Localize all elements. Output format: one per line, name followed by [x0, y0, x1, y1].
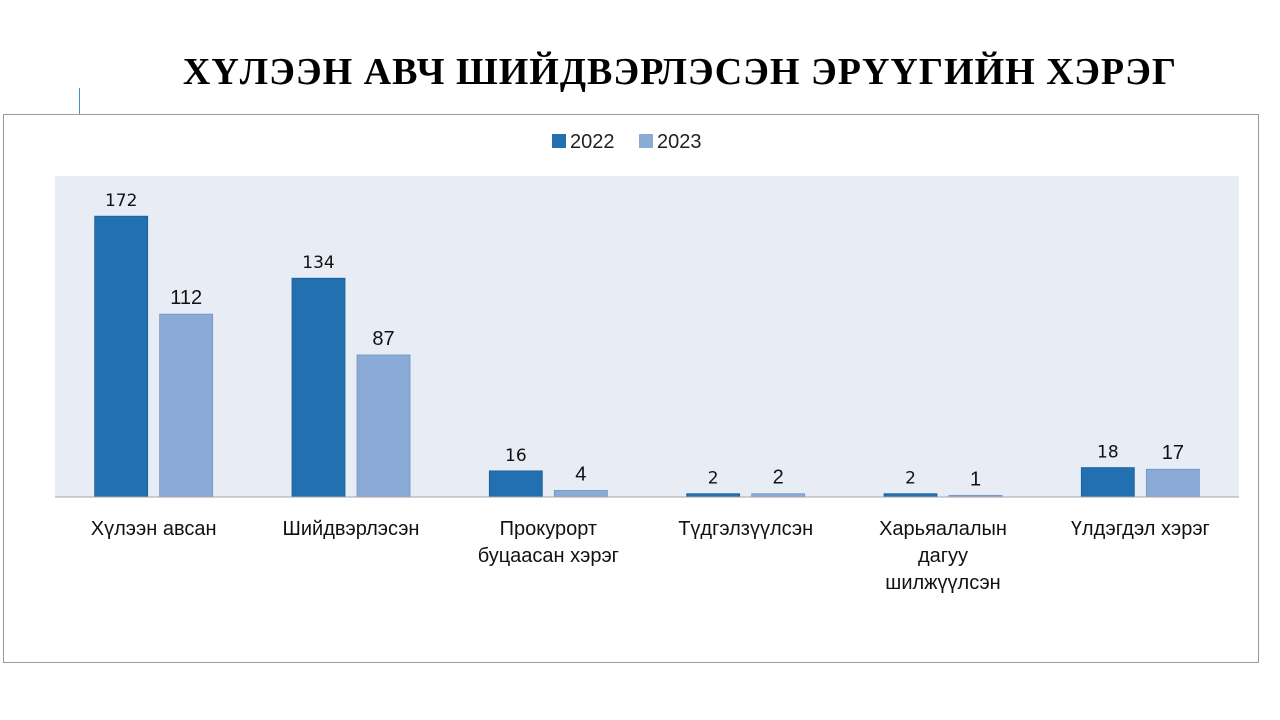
bar-2022-0 — [94, 215, 149, 498]
bar-2023-0 — [159, 313, 214, 498]
category-label-0-0: Хүлээн авсан — [91, 518, 217, 540]
data-label-2023-1: 87 — [372, 328, 394, 350]
data-label-2023-0: 112 — [170, 287, 202, 309]
data-label-2023-3: 2 — [773, 467, 784, 489]
category-label-1-0: Шийдвэрлэсэн — [283, 518, 420, 540]
legend: 2022 2023 — [552, 131, 702, 153]
legend-swatch-2023 — [639, 134, 653, 148]
category-labels: Хүлээн авсан Шийдвэрлэсэн Прокурорт буцааса… — [91, 518, 1210, 594]
slide-title: ХҮЛЭЭН АВЧ ШИЙДВЭРЛЭСЭН ЭРҮҮГИЙН ХЭРЭГ — [182, 51, 1178, 93]
bar-2023-5 — [1145, 468, 1200, 498]
data-label-2022-3: 2 — [708, 469, 719, 489]
bars — [94, 215, 1200, 498]
category-label-2-0: Прокурорт — [500, 518, 597, 540]
data-label-2022-4: 2 — [905, 469, 916, 489]
bar-2022-5 — [1080, 467, 1135, 498]
category-label-5-0: Үлдэгдэл хэрэг — [1071, 518, 1210, 540]
data-label-2022-5: 18 — [1097, 443, 1119, 463]
data-label-2023-5: 17 — [1162, 442, 1184, 464]
data-labels: 172 112 134 87 16 4 2 2 2 1 18 17 — [105, 191, 1184, 490]
bar-2023-1 — [356, 354, 411, 498]
bar-2023-2 — [553, 490, 608, 498]
accent-line — [79, 88, 80, 114]
data-label-2023-2: 4 — [575, 463, 586, 485]
legend-label-2023: 2023 — [657, 131, 702, 153]
category-label-2-1: буцаасан хэрэг — [478, 545, 619, 567]
category-label-4-1: дагуу — [918, 545, 968, 567]
legend-swatch-2022 — [552, 134, 566, 148]
data-label-2022-1: 134 — [302, 253, 334, 273]
category-label-3-0: Түдгэлзүүлсэн — [678, 518, 813, 540]
data-label-2023-4: 1 — [970, 468, 981, 490]
category-label-4-2: шилжүүлсэн — [885, 572, 1000, 594]
legend-label-2022: 2022 — [570, 131, 615, 153]
bar-2022-2 — [488, 470, 543, 498]
bar-2022-1 — [291, 277, 346, 498]
data-label-2022-2: 16 — [505, 446, 527, 466]
plot-area — [55, 176, 1239, 497]
category-label-4-0: Харьяалалын — [879, 518, 1007, 540]
data-label-2022-0: 172 — [105, 191, 137, 211]
